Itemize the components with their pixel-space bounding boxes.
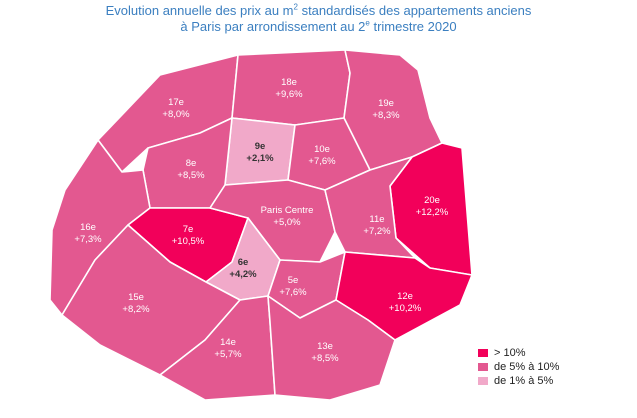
label-centre-value: +5,0% xyxy=(273,217,301,228)
label-16e-name: 16e xyxy=(80,222,96,233)
district-13e[interactable] xyxy=(267,295,396,401)
label-15e-value: +8,2% xyxy=(122,304,150,315)
label-13e-name: 13e xyxy=(317,341,333,352)
legend-item-low: de 1% à 5% xyxy=(478,374,559,388)
label-9e-name: 9e xyxy=(255,141,266,152)
label-10e-value: +7,6% xyxy=(308,156,336,167)
title-line-2: à Paris par arrondissement au 2e trimest… xyxy=(180,18,457,34)
label-5e-name: 5e xyxy=(288,275,299,286)
label-6e-name: 6e xyxy=(238,257,249,268)
label-7e-value: +10,5% xyxy=(172,236,205,247)
map-title: Evolution annuelle des prix au m2 standa… xyxy=(0,3,637,35)
label-5e-value: +7,6% xyxy=(279,287,307,298)
legend-label-mid: de 5% à 10% xyxy=(494,361,560,373)
legend-swatch-mid xyxy=(478,363,488,371)
legend-swatch-high xyxy=(478,349,488,357)
label-9e-value: +2,1% xyxy=(246,153,274,164)
label-15e-name: 15e xyxy=(128,292,144,303)
label-centre-name: Paris Centre xyxy=(261,205,314,216)
title-line-1: Evolution annuelle des prix au m2 standa… xyxy=(105,2,532,18)
label-18e-value: +9,6% xyxy=(275,89,303,100)
label-11e-name: 11e xyxy=(369,214,384,225)
label-8e-name: 8e xyxy=(186,158,197,169)
label-12e-value: +10,2% xyxy=(389,303,422,314)
label-20e-value: +12,2% xyxy=(416,207,449,218)
legend-label-high: > 10% xyxy=(494,347,526,359)
label-7e-name: 7e xyxy=(183,224,194,235)
legend: > 10% de 5% à 10% de 1% à 5% xyxy=(478,346,559,388)
label-6e-value: +4,2% xyxy=(229,269,257,280)
label-17e-value: +8,0% xyxy=(162,109,190,120)
label-14e-name: 14e xyxy=(220,337,236,348)
legend-item-mid: de 5% à 10% xyxy=(478,360,559,374)
label-19e-value: +8,3% xyxy=(372,110,400,121)
legend-label-low: de 1% à 5% xyxy=(494,375,554,387)
label-10e-name: 10e xyxy=(314,144,330,155)
label-16e-value: +7,3% xyxy=(74,234,102,245)
district-11e[interactable] xyxy=(324,156,416,259)
legend-item-high: > 10% xyxy=(478,346,559,360)
label-19e-name: 19e xyxy=(378,98,394,109)
label-8e-value: +8,5% xyxy=(177,170,205,181)
label-11e-value: +7,2% xyxy=(363,226,391,237)
label-17e-name: 17e xyxy=(168,97,184,108)
label-12e-name: 12e xyxy=(397,291,413,302)
label-13e-value: +8,5% xyxy=(311,353,339,364)
label-14e-value: +5,7% xyxy=(214,349,242,360)
label-18e-name: 18e xyxy=(281,77,297,88)
label-20e-name: 20e xyxy=(424,195,440,206)
legend-swatch-low xyxy=(478,377,488,385)
